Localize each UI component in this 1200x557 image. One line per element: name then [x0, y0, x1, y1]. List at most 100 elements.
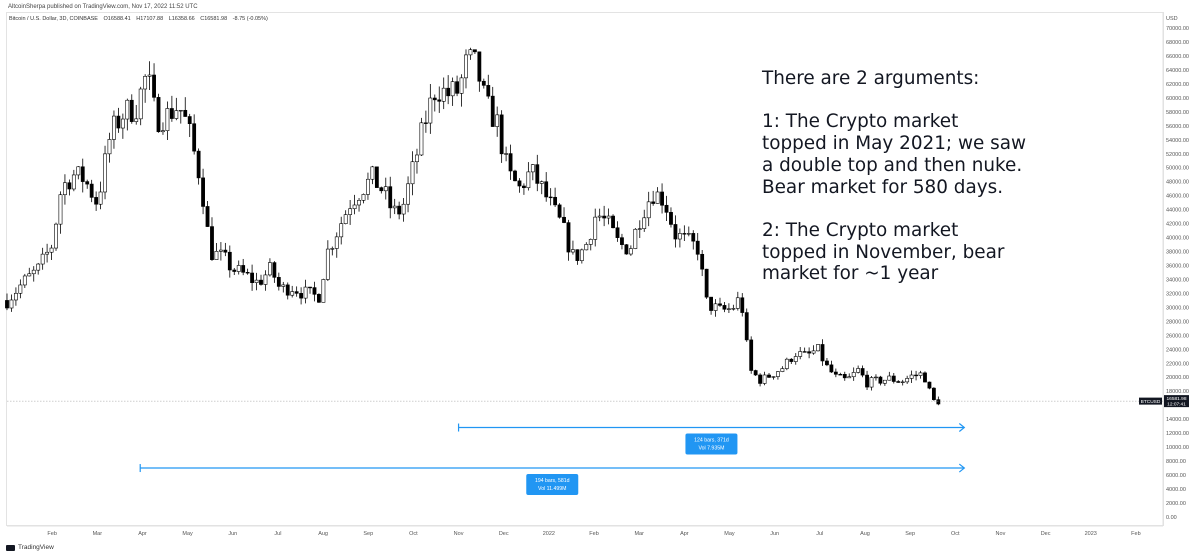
candle: [205, 201, 210, 227]
candle: [472, 49, 477, 54]
y-tick-label: 62000.00: [1166, 82, 1189, 88]
bar-countdown: 12:07:41: [1167, 402, 1186, 408]
candle: [927, 381, 932, 390]
candle: [575, 249, 580, 265]
candle: [900, 379, 905, 386]
candle: [744, 308, 749, 342]
candle: [851, 367, 856, 381]
candle: [294, 286, 299, 297]
candle: [120, 113, 125, 139]
candle: [339, 216, 344, 245]
measure-label-box: [526, 474, 579, 496]
candle: [254, 272, 259, 291]
candle: [334, 232, 339, 258]
candle: [281, 281, 286, 293]
candle: [731, 304, 736, 311]
candle: [116, 107, 121, 133]
candle: [223, 242, 228, 257]
candle: [749, 336, 754, 374]
candle: [522, 183, 526, 195]
symbol-name: Bitcoin / U.S. Dollar, 3D, COINBASE: [9, 16, 98, 22]
candle: [107, 132, 112, 163]
candle: [71, 169, 76, 192]
candle: [14, 287, 18, 306]
candle: [490, 86, 495, 127]
candle: [562, 207, 566, 224]
candle: [874, 374, 878, 381]
published-caption: AltcoinSherpa published on TradingView.c…: [8, 4, 198, 10]
candle: [477, 51, 482, 92]
candle: [807, 347, 812, 359]
candle: [838, 372, 843, 376]
x-tick-label: Nov: [996, 531, 1006, 537]
date-range-measure[interactable]: 194 bars, 581d Vol 11.499M: [139, 463, 966, 496]
candle: [896, 380, 901, 383]
candle: [923, 371, 927, 383]
y-tick-label: 40000.00: [1166, 236, 1189, 242]
candle: [103, 145, 107, 200]
candle: [695, 232, 700, 261]
price-axis[interactable]: USD 0.00 2000.00 4000.00 6000.00 8000.00 10000…: [1166, 16, 1189, 521]
candle: [464, 49, 468, 89]
measure-arrow-icon: [958, 463, 966, 473]
x-tick-label: Oct: [409, 531, 418, 537]
x-tick-label: Dec: [499, 531, 509, 537]
candle: [214, 243, 219, 261]
candle: [227, 245, 232, 278]
candle: [914, 370, 918, 381]
candle: [143, 74, 148, 103]
candle: [22, 273, 27, 289]
y-tick-label: 44000.00: [1166, 208, 1189, 214]
x-tick-label: 2023: [1085, 531, 1097, 537]
measure-label: 124 bars, 371d: [694, 438, 729, 444]
candle: [642, 209, 647, 232]
candle: [557, 203, 562, 219]
measure-volume: Vol 11.499M: [538, 486, 566, 492]
candle: [192, 114, 197, 155]
candle: [366, 172, 370, 200]
x-tick-label: Jul: [274, 531, 281, 537]
x-tick-label: Feb: [1131, 531, 1140, 537]
candle: [655, 187, 660, 204]
candle: [842, 371, 847, 381]
candle: [178, 109, 183, 124]
time-axis[interactable]: Feb Mar Apr May Jun Jul Aug Sep Oct Nov Dec 2022 Feb…: [47, 531, 1140, 537]
x-tick-label: Dec: [1041, 531, 1051, 537]
candle: [660, 183, 664, 214]
candle: [85, 179, 90, 189]
candle: [553, 187, 558, 207]
date-range-measure[interactable]: 124 bars, 371d Vol 7.935M: [457, 423, 966, 455]
candle: [571, 240, 575, 255]
x-tick-label: Nov: [454, 531, 464, 537]
candle: [829, 360, 834, 373]
candle: [45, 243, 50, 263]
candle: [397, 201, 402, 220]
candle: [129, 94, 134, 124]
candle: [620, 233, 624, 250]
x-tick-label: 2022: [543, 531, 555, 537]
candle: [156, 93, 161, 133]
candle: [918, 370, 923, 379]
chart-frame[interactable]: [6, 12, 1164, 526]
y-tick-label: 42000.00: [1166, 222, 1189, 228]
candle: [317, 293, 321, 303]
candle: [169, 95, 174, 122]
candle: [878, 375, 883, 386]
candle: [481, 78, 486, 89]
candle: [856, 365, 861, 374]
measure-arrow-icon: [958, 423, 966, 432]
candle: [700, 249, 705, 277]
candle: [138, 86, 143, 126]
candle: [268, 258, 272, 277]
x-tick-label: Mar: [93, 531, 103, 537]
candle: [628, 245, 633, 256]
candle: [579, 248, 584, 264]
x-tick-label: Aug: [318, 531, 328, 537]
candle: [606, 208, 611, 225]
y-tick-label: 48000.00: [1166, 180, 1189, 186]
candle: [758, 373, 763, 387]
candle: [624, 244, 629, 255]
candle: [259, 274, 263, 286]
candle: [31, 266, 36, 282]
